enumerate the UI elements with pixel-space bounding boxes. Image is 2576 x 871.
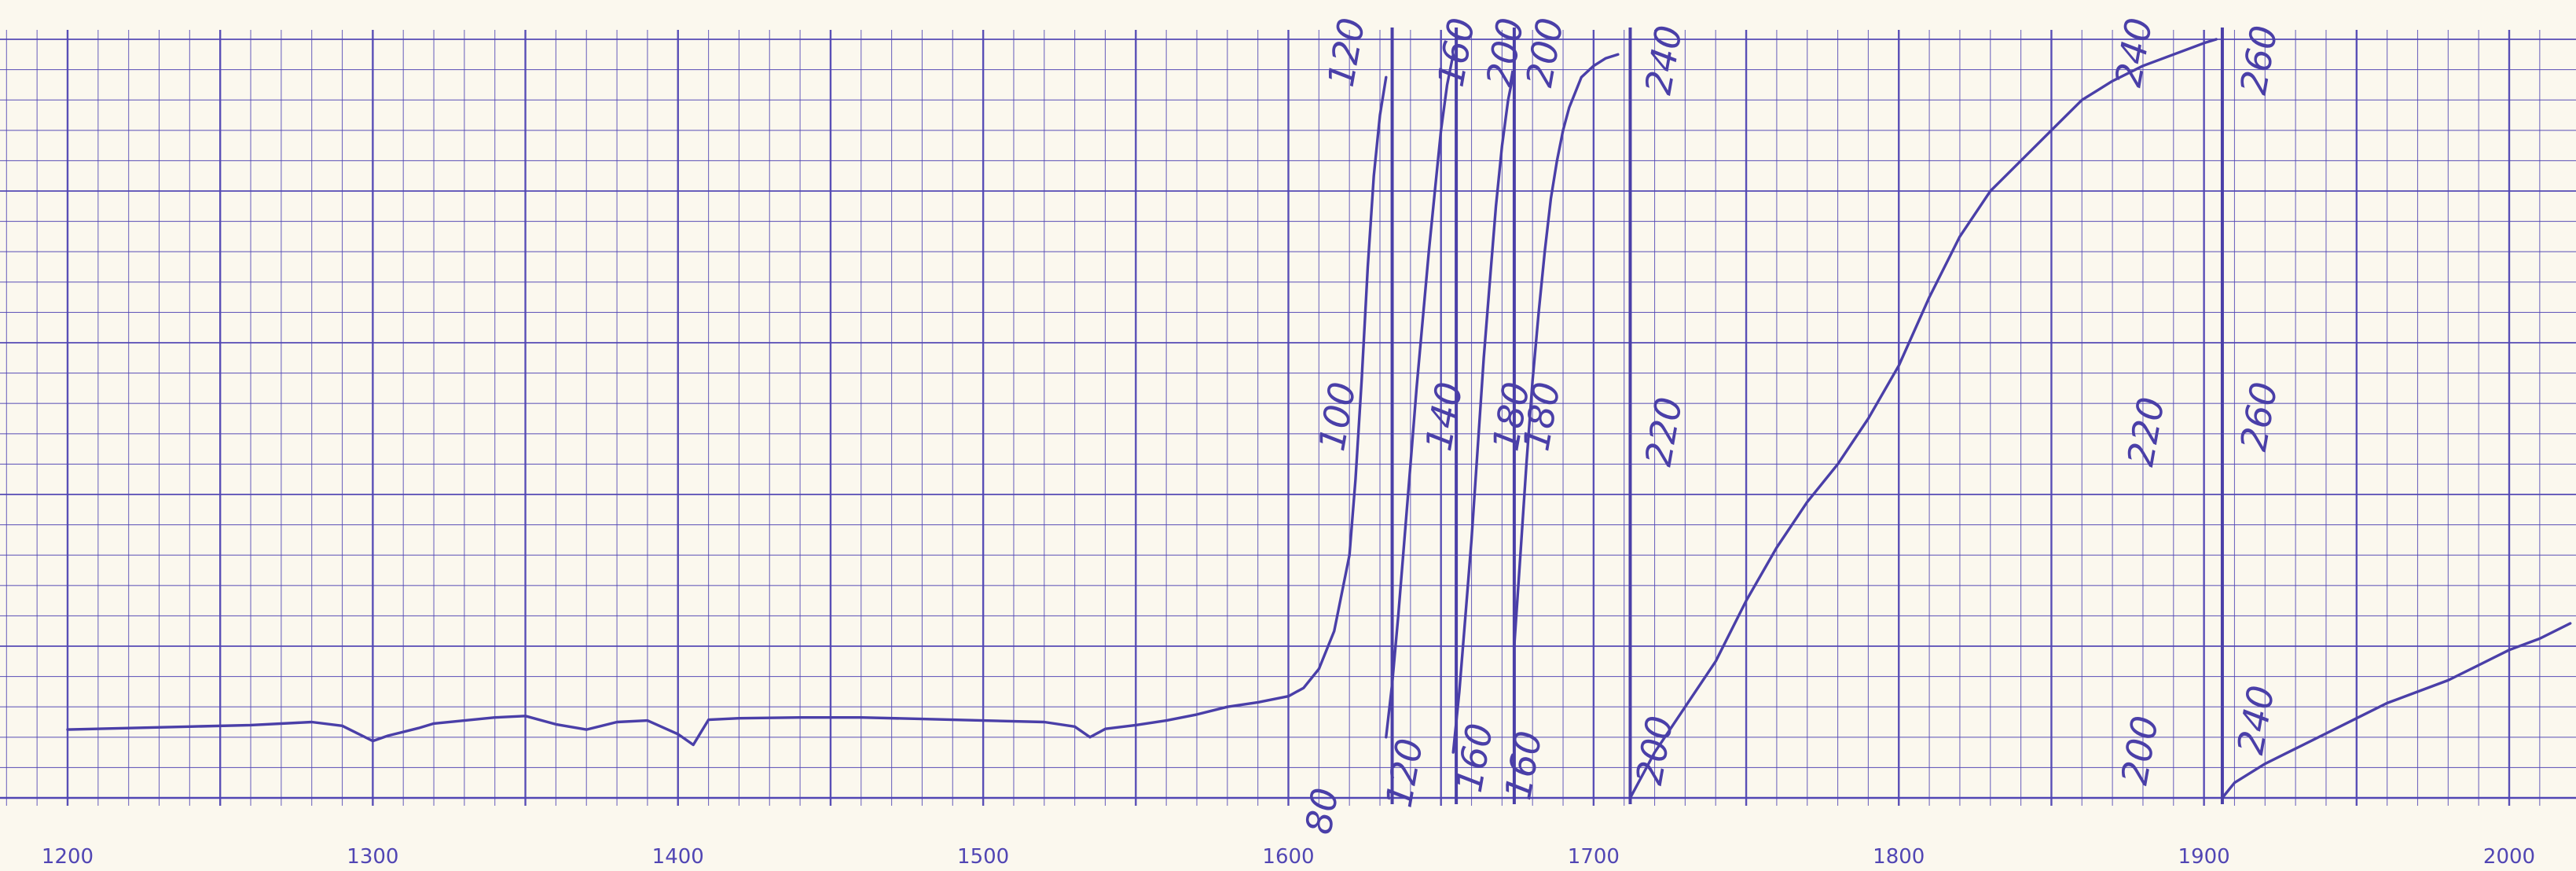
trace-line — [1513, 53, 1620, 648]
trace-line — [1628, 38, 2218, 799]
handwritten-annotation: 220 — [2119, 394, 2172, 469]
handwritten-annotation: 240 — [2229, 682, 2282, 758]
x-tick-label: 1700 — [1568, 845, 1620, 869]
handwritten-annotation: 200 — [2113, 712, 2167, 788]
trace-line — [2221, 622, 2572, 799]
x-tick-label: 1600 — [1262, 845, 1314, 869]
handwritten-annotation: 260 — [2232, 22, 2285, 97]
trace-line — [1385, 53, 1455, 739]
handwritten-annotation: 140 — [1417, 379, 1470, 454]
x-tick-label: 1400 — [652, 845, 704, 869]
handwritten-annotation: 80 — [1297, 785, 1346, 837]
handwritten-annotation: 160 — [1496, 728, 1550, 803]
handwritten-annotation: 240 — [2107, 15, 2160, 90]
x-tick-label: 1900 — [2178, 845, 2230, 869]
grid — [0, 30, 2576, 806]
handwritten-annotation: 120 — [1378, 735, 1431, 810]
trace-line — [1451, 68, 1516, 754]
handwritten-annotation: 160 — [1429, 15, 1483, 90]
x-tick-label: 1800 — [1873, 845, 1925, 869]
x-tick-label: 1500 — [957, 845, 1009, 869]
trace-group — [66, 38, 2572, 799]
handwritten-annotation: 200 — [1627, 712, 1681, 788]
x-tick-label: 2000 — [2483, 845, 2535, 869]
handwritten-annotation: 120 — [1319, 15, 1373, 90]
handwritten-annotation: 240 — [1637, 22, 1690, 97]
x-tick-label: 1200 — [42, 845, 94, 869]
handwritten-annotation: 220 — [1637, 394, 1690, 469]
handwritten-annotation: 260 — [2232, 379, 2285, 454]
handwritten-annotation: 100 — [1310, 379, 1363, 454]
trace-line — [66, 75, 1388, 747]
x-tick-label: 1300 — [347, 845, 398, 869]
x-tick-labels: 1200 1300 1400 1500 1600 1700 1800 1900 2000 — [42, 845, 2535, 869]
